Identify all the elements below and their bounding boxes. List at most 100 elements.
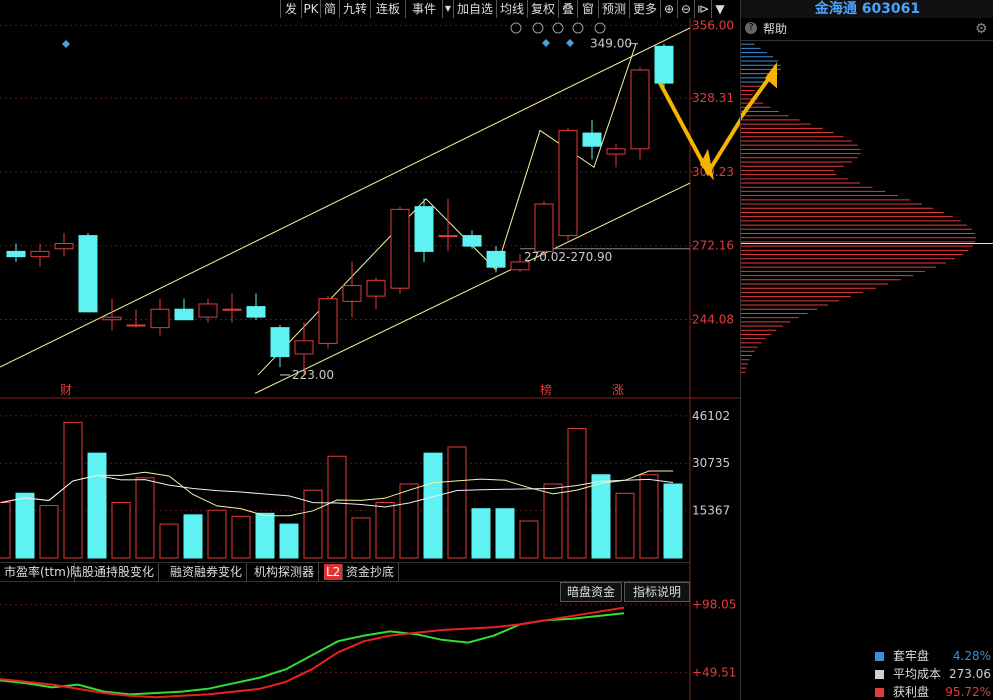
sub-button-1[interactable]: 暗盘资金	[560, 582, 622, 602]
price-tick-label: 300.23	[692, 165, 734, 179]
event-marker-1[interactable]: 财	[60, 383, 72, 397]
candle-body[interactable]	[222, 308, 242, 311]
diamond-marker[interactable]	[566, 39, 574, 47]
stock-title[interactable]: 金海通 603061	[741, 0, 993, 18]
candle-body[interactable]	[366, 279, 386, 297]
next-icon[interactable]: ⧐	[694, 0, 711, 18]
toolbar-13-button[interactable]: 更多	[629, 0, 660, 18]
toolbar-2-button[interactable]: PK	[301, 0, 320, 18]
price-tick-label: 356.00	[692, 18, 734, 32]
volume-bar	[303, 489, 323, 559]
indicator-tab-5[interactable]: 资金抄底	[342, 563, 400, 581]
candle-body[interactable]	[630, 69, 650, 150]
toolbar-9-button[interactable]: 复权	[527, 0, 558, 18]
volume-bar	[255, 512, 275, 559]
help-label[interactable]: 帮助	[763, 22, 788, 36]
candle-body[interactable]	[270, 327, 290, 358]
candle-body[interactable]	[510, 261, 530, 271]
stock-code: 603061	[861, 1, 921, 17]
candle-body[interactable]	[582, 132, 602, 147]
legend-name: 套牢盘	[893, 649, 930, 663]
diamond-marker[interactable]	[542, 39, 550, 47]
toolbar-5-button[interactable]: 连板	[370, 0, 405, 18]
gear-icon[interactable]: ⚙	[975, 21, 988, 37]
candle-body[interactable]	[78, 235, 98, 313]
arrow-head-up	[765, 62, 777, 89]
indicator-tab-3[interactable]: 融资融券变化	[166, 563, 248, 581]
sub-button-2[interactable]: 指标说明	[624, 582, 690, 602]
range-label: 270.02-270.90	[524, 250, 612, 264]
eye-icon[interactable]	[532, 22, 544, 34]
toolbar-10-button[interactable]: 叠	[558, 0, 577, 18]
candle-body[interactable]	[654, 45, 674, 84]
volume-bar	[471, 508, 491, 559]
candle-body[interactable]	[54, 242, 74, 250]
volume-bar	[159, 523, 179, 559]
toolbar-12-button[interactable]: 预测	[598, 0, 629, 18]
candle-body[interactable]	[486, 250, 506, 268]
indicator-tick-label: +49.51	[692, 666, 736, 680]
volume-bar	[591, 474, 611, 559]
arrow-head-down	[700, 148, 714, 181]
toolbar-11-button[interactable]: 窗	[577, 0, 598, 18]
candle-body[interactable]	[126, 324, 146, 327]
volume-bar	[0, 502, 11, 559]
volume-bar	[63, 421, 83, 559]
candle-body[interactable]	[390, 208, 410, 289]
indicator-tab-2[interactable]: 陆股通持股变化	[66, 563, 160, 581]
toolbar-3-button[interactable]: 简	[320, 0, 339, 18]
hand-icon[interactable]	[552, 22, 564, 34]
diamond-marker[interactable]	[62, 40, 70, 48]
toolbar-8-button[interactable]: 均线	[496, 0, 527, 18]
candle-body[interactable]	[102, 316, 122, 321]
event-marker-2[interactable]: 榜	[540, 382, 552, 397]
candle-body[interactable]	[558, 129, 578, 237]
candle-body[interactable]	[294, 340, 314, 355]
indicator-tab-1[interactable]: 市盈率(ttm)	[0, 563, 76, 581]
toolbar-4-button[interactable]: 九转	[339, 0, 370, 18]
toolbar-6-button[interactable]: 事件	[405, 0, 442, 18]
candle-body[interactable]	[174, 308, 194, 321]
chip-legend-row: 套牢盘 4.28%	[871, 648, 993, 664]
candle-body[interactable]	[606, 148, 626, 155]
volume-bar	[39, 505, 59, 559]
forward-icon[interactable]	[594, 22, 606, 34]
zigzag-line	[257, 43, 637, 376]
pen-icon[interactable]	[510, 22, 522, 34]
low-price-label: 223.00	[292, 368, 334, 382]
back-icon[interactable]	[572, 22, 584, 34]
volume-bar	[495, 508, 515, 559]
volume-bar	[639, 474, 659, 559]
toolbar-7-button[interactable]: 加自选	[453, 0, 496, 18]
volume-bar	[207, 509, 227, 559]
indicator-tab-4[interactable]: 机构探测器	[250, 563, 320, 581]
legend-value: 4.28%	[952, 649, 991, 663]
toolbar-1-button[interactable]: 发	[280, 0, 301, 18]
chip-histogram	[741, 43, 993, 373]
event-marker-3[interactable]: 涨	[612, 382, 624, 397]
candle-body[interactable]	[318, 298, 338, 344]
volume-bar	[447, 446, 467, 559]
candle-body[interactable]	[246, 306, 266, 318]
candle-body[interactable]	[438, 235, 458, 238]
candle-body[interactable]	[462, 235, 482, 247]
chip-distribution-panel: 金海通 603061 ? 帮助 ⚙ 套牢盘 4.28% 平均成本 273.06 获利盘 9…	[740, 0, 993, 700]
zoom-out-icon[interactable]: ⊖	[677, 0, 694, 18]
zoom-in-icon[interactable]: ⊕	[660, 0, 677, 18]
candle-body[interactable]	[6, 250, 26, 258]
candle-body[interactable]	[414, 206, 434, 252]
legend-swatch	[875, 688, 884, 697]
help-icon[interactable]: ?	[745, 22, 757, 34]
volume-tick-label: 46102	[692, 409, 730, 423]
volume-bar	[519, 520, 539, 559]
candle-body[interactable]	[30, 250, 50, 258]
candle-body[interactable]	[342, 285, 362, 302]
more-dropdown-icon[interactable]: ▼	[711, 0, 728, 18]
candle-body[interactable]	[150, 308, 170, 329]
high-price-label: 349.00	[590, 37, 632, 51]
event-dropdown-icon[interactable]: ▼	[442, 0, 453, 18]
candle-body[interactable]	[534, 203, 554, 252]
legend-name: 获利盘	[893, 685, 930, 699]
candle-body[interactable]	[198, 303, 218, 318]
annotation-arrow	[658, 82, 740, 177]
